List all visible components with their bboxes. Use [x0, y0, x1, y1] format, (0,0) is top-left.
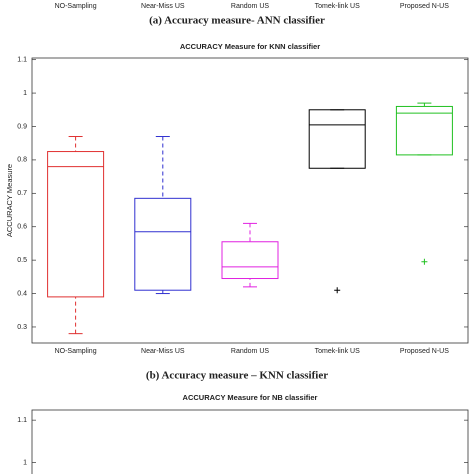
- y-tick-label: 0.7: [17, 190, 27, 197]
- y-tick-label: 1: [23, 459, 27, 466]
- x-tick-label: Tomek-link US: [315, 3, 360, 10]
- x-tick-label: NO-Sampling: [55, 3, 97, 10]
- y-tick-label: 1.1: [17, 417, 27, 424]
- box: [308, 109, 366, 169]
- x-tick-label: Random US: [231, 3, 269, 10]
- box: [221, 241, 279, 280]
- x-tick-label: Proposed N-US: [400, 3, 449, 10]
- x-tick-label: Random US: [231, 348, 269, 355]
- x-tick-label: Tomek-link US: [315, 348, 360, 355]
- box: [134, 197, 192, 291]
- x-tick-label: Proposed N-US: [400, 348, 449, 355]
- caption: (b) Accuracy measure – KNN classifier: [146, 370, 328, 382]
- x-tick-label: Near-Miss US: [141, 3, 185, 10]
- outlier: [421, 258, 428, 265]
- plot-frame: [31, 409, 469, 474]
- box: [47, 151, 105, 298]
- caption: (a) Accuracy measure- ANN classifier: [149, 15, 325, 27]
- outlier: [334, 287, 341, 294]
- box: [395, 105, 453, 156]
- x-tick-label: Near-Miss US: [141, 348, 185, 355]
- y-tick-label: 0.8: [17, 157, 27, 164]
- y-tick-label: 1: [23, 90, 27, 97]
- y-tick-label: 0.9: [17, 123, 27, 130]
- x-tick-label: NO-Sampling: [55, 348, 97, 355]
- y-axis-label: ACCURACY Measure: [5, 164, 14, 237]
- y-tick-label: 0.5: [17, 257, 27, 264]
- plot-frame: [31, 57, 469, 344]
- y-tick-label: 0.3: [17, 324, 27, 331]
- y-tick-label: 0.4: [17, 290, 27, 297]
- y-tick-label: 1.1: [17, 57, 27, 64]
- chart-title: ACCURACY Measure for KNN classifier: [180, 42, 320, 51]
- y-tick-label: 0.6: [17, 224, 27, 231]
- chart-title: ACCURACY Measure for NB classifier: [183, 393, 318, 402]
